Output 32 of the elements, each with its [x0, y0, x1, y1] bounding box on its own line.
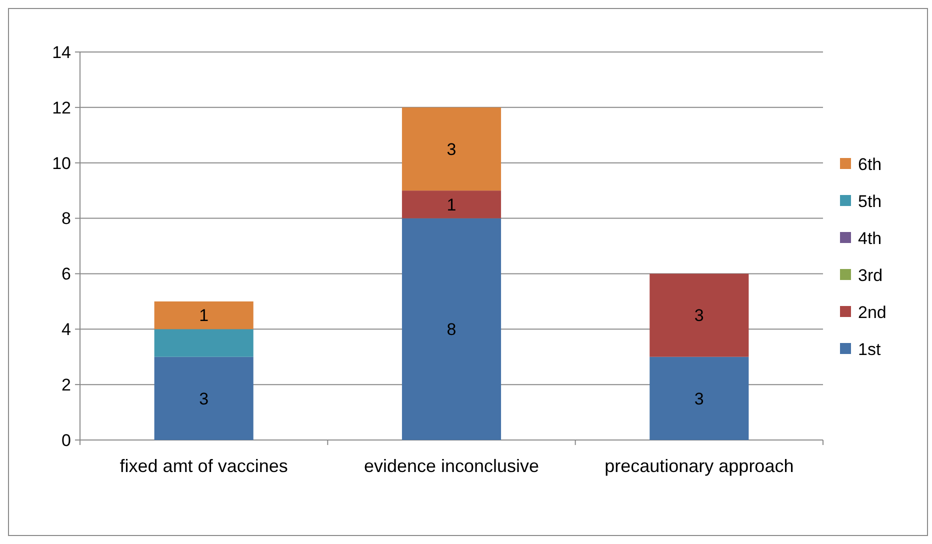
data-label: 3 [694, 389, 704, 408]
x-tick-label: evidence inconclusive [364, 456, 540, 476]
x-tick-label: precautionary approach [604, 456, 794, 476]
bar [154, 356, 254, 440]
data-label: 3 [446, 140, 456, 159]
legend-label: 3rd [858, 266, 883, 285]
bar [650, 274, 749, 357]
legend-label: 2nd [858, 302, 886, 322]
x-tick-label: fixed amt of vaccines [120, 456, 288, 476]
legend-label: 4th [858, 228, 882, 248]
y-tick-label: 10 [52, 154, 71, 173]
data-label: 3 [694, 306, 704, 326]
y-tick-label: 8 [62, 209, 71, 228]
y-tick-label: 4 [62, 320, 71, 340]
bar [402, 107, 502, 191]
y-tick-label: 6 [62, 264, 71, 284]
y-tick-label: 2 [62, 376, 71, 395]
y-tick-label: 12 [52, 98, 71, 118]
bar [650, 356, 749, 440]
data-label: 3 [199, 389, 209, 408]
data-label: 1 [446, 195, 456, 214]
bar [402, 218, 502, 440]
y-tick-label: 0 [62, 430, 71, 450]
data-label: 8 [446, 320, 456, 340]
bar [154, 329, 254, 357]
legend-label: 1st [858, 340, 881, 359]
legend-label: 5th [858, 192, 882, 211]
bar [154, 301, 254, 330]
bar [402, 190, 502, 218]
y-tick-label: 14 [52, 42, 71, 62]
data-label: 1 [199, 306, 209, 326]
legend-label: 6th [858, 154, 882, 174]
